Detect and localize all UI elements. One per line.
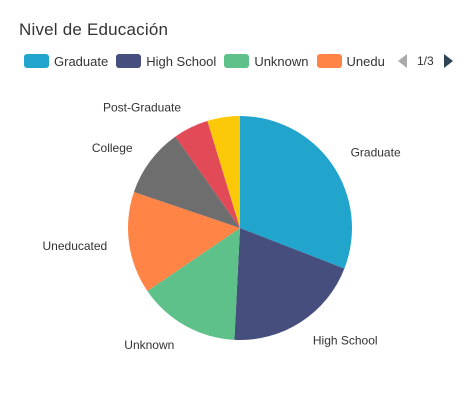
legend-pager: 1/3 — [398, 51, 453, 71]
slice-label: College — [92, 141, 133, 155]
slice-label: Uneducated — [43, 239, 108, 253]
legend-swatch — [24, 54, 49, 68]
slice-label: High School — [313, 333, 378, 347]
triangle-right-icon[interactable] — [443, 54, 453, 68]
slice-label: Graduate — [351, 145, 401, 159]
legend-label: Unknown — [254, 53, 309, 69]
legend-item-uneducated[interactable]: Unedu — [316, 53, 389, 69]
pie-slice-post-graduate[interactable] — [175, 120, 240, 228]
pie-slice-doctorate[interactable] — [207, 116, 240, 228]
legend-item-graduate[interactable]: Graduate — [24, 54, 108, 69]
pie-slice-college[interactable] — [133, 136, 240, 228]
triangle-left-icon[interactable] — [398, 54, 407, 68]
chart-title: Nivel de Educación — [19, 20, 169, 39]
legend-label: Unedu — [346, 53, 385, 69]
slice-label: Unknown — [124, 338, 174, 352]
pie-slice-high-school[interactable] — [234, 228, 345, 340]
legend-item-high-school[interactable]: High School — [116, 54, 216, 69]
pie-slice-graduate[interactable] — [240, 116, 352, 269]
legend-swatch — [316, 54, 342, 68]
legend-swatch — [224, 54, 250, 68]
legend-page-indicator: 1/3 — [417, 54, 434, 68]
legend-swatch — [116, 54, 142, 68]
legend-label: High School — [146, 53, 217, 69]
legend: Graduate High School Unknown Unedu — [24, 51, 397, 71]
slice-label: Post-Graduate — [103, 101, 181, 115]
legend-item-unknown[interactable]: Unknown — [224, 53, 309, 69]
pie-slice-uneducated[interactable] — [128, 192, 240, 291]
pie-slice-unknown[interactable] — [147, 228, 240, 340]
legend-label: Graduate — [54, 53, 109, 69]
